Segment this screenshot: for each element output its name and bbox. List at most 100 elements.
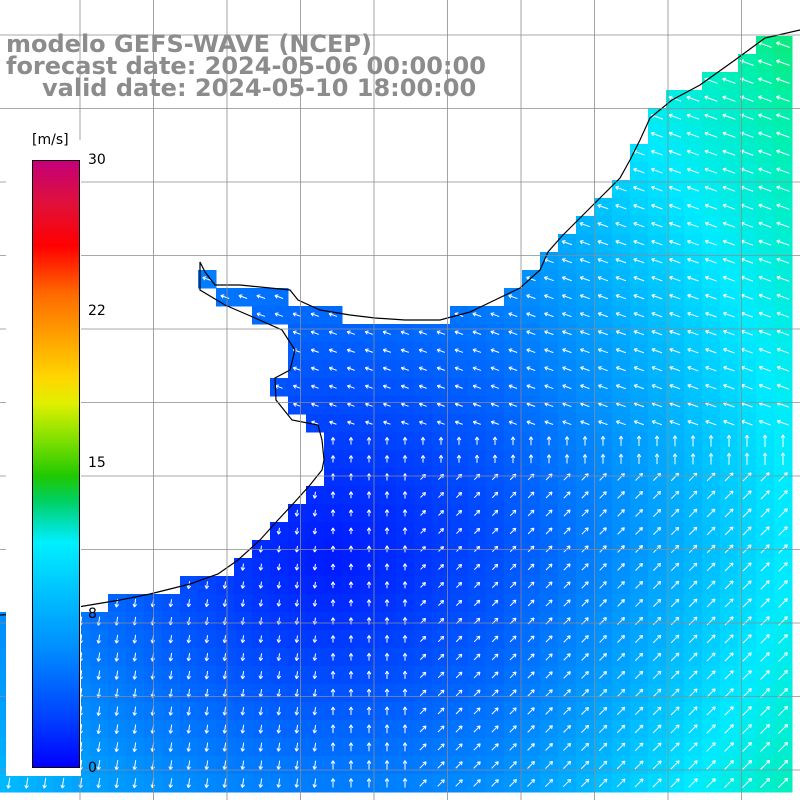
wind-arrow (580, 420, 590, 426)
wind-arrow (455, 707, 463, 715)
wind-arrow (633, 221, 645, 228)
wind-arrow (758, 329, 771, 336)
wind-arrow (276, 671, 282, 680)
wind-arrow (436, 402, 445, 407)
wind-arrow (597, 257, 609, 264)
wind-arrow (366, 527, 372, 535)
wind-arrow (456, 581, 463, 588)
wind-arrow (348, 670, 354, 679)
wind-arrow (744, 434, 750, 447)
wind-arrow (240, 563, 246, 571)
wind-arrow (598, 742, 608, 752)
wind-arrow (652, 706, 662, 716)
wind-arrow (651, 293, 663, 300)
wind-arrow (132, 724, 137, 734)
wind-arrow (615, 384, 626, 390)
wind-arrow (651, 311, 663, 318)
wind-arrow (669, 221, 681, 228)
wind-arrow (509, 671, 517, 679)
wind-arrow (653, 580, 662, 589)
wind-arrow (420, 455, 426, 463)
wind-arrow (473, 743, 481, 751)
wind-arrow (473, 779, 481, 787)
wind-arrow (436, 348, 446, 353)
wind-arrow (686, 167, 700, 174)
wind-arrow (544, 420, 554, 425)
wind-arrow (472, 420, 481, 425)
wind-arrow (527, 743, 535, 751)
wind-arrow (636, 435, 642, 447)
wind-arrow (527, 563, 535, 571)
wind-arrow (686, 221, 699, 228)
wind-arrow (670, 490, 680, 500)
wind-arrow (599, 473, 607, 481)
wind-arrow (220, 294, 230, 299)
wind-arrow (294, 724, 300, 734)
wind-arrow (633, 348, 645, 354)
wind-arrow (384, 653, 390, 661)
wind-arrow (204, 670, 210, 680)
wind-arrow (437, 725, 445, 733)
wind-arrow (400, 348, 410, 353)
wind-arrow (508, 420, 518, 425)
wind-arrow (688, 760, 698, 770)
wind-arrow (419, 653, 427, 661)
wind-arrow (776, 77, 790, 84)
wind-arrow (510, 454, 516, 464)
wind-arrow (742, 490, 752, 500)
wind-arrow (509, 725, 517, 733)
wind-arrow (776, 275, 790, 282)
wind-arrow (546, 454, 552, 464)
wind-arrow (292, 312, 302, 317)
wind-arrow (366, 563, 372, 571)
wind-arrow (724, 742, 734, 752)
wind-arrow (598, 420, 608, 426)
wind-arrow (294, 599, 300, 607)
wind-arrow (365, 402, 373, 407)
wind-arrow (330, 706, 336, 716)
wind-arrow (240, 724, 246, 734)
wind-arrow (670, 634, 680, 644)
wind-arrow (669, 365, 681, 372)
wind-arrow (310, 348, 319, 353)
wind-arrow (599, 599, 607, 607)
wind-arrow (580, 366, 590, 372)
wind-arrow (616, 706, 626, 716)
coastline (0, 29, 800, 616)
wind-arrow (508, 384, 518, 389)
wind-arrow (456, 509, 463, 516)
wind-arrow (544, 294, 554, 300)
wind-arrow (276, 653, 282, 661)
wind-arrow (758, 185, 772, 192)
wind-arrow (633, 275, 645, 282)
wind-arrow (777, 777, 789, 789)
wind-arrow (546, 436, 552, 446)
wind-arrow (724, 580, 734, 590)
wind-arrow (617, 509, 625, 517)
wind-arrow (545, 635, 553, 643)
wind-arrow (758, 131, 772, 138)
wind-arrow (384, 706, 390, 716)
wind-arrow (687, 293, 699, 300)
wind-arrow (114, 742, 119, 753)
wind-arrow (563, 563, 571, 571)
wind-arrow (688, 724, 698, 734)
wind-arrow (204, 742, 209, 752)
wind-arrow (545, 653, 553, 661)
wind-arrow (491, 743, 499, 751)
wind-arrow (686, 203, 699, 210)
wind-arrow (634, 652, 644, 662)
wind-arrow (472, 384, 482, 389)
wind-arrow (688, 526, 698, 536)
wind-arrow (545, 509, 553, 517)
wind-arrow (581, 689, 589, 697)
wind-arrow (758, 383, 771, 390)
wind-arrow (724, 670, 734, 680)
wind-arrow (258, 671, 264, 680)
wind-arrow (402, 652, 408, 661)
wind-arrow (635, 545, 643, 553)
wind-arrow (222, 653, 228, 662)
wind-arrow (168, 599, 174, 608)
wind-arrow (544, 312, 554, 318)
wind-arrow (760, 723, 771, 734)
